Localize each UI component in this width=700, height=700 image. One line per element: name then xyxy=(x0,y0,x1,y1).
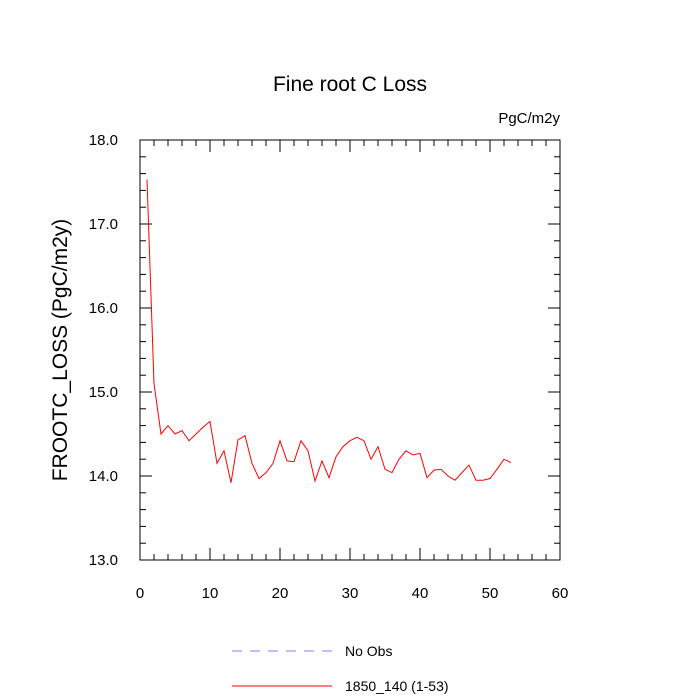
x-tick-label: 60 xyxy=(552,585,569,602)
y-tick-label: 17.0 xyxy=(89,216,118,233)
series-line xyxy=(146,179,512,483)
y-tick-label: 14.0 xyxy=(89,468,118,485)
series-layer xyxy=(146,179,512,483)
x-tick-label: 20 xyxy=(272,585,289,602)
x-axis-ticks: 0 10 20 30 40 50 60 xyxy=(136,140,569,602)
y-axis-label: FROOTC_LOSS (PgC/m2y) xyxy=(49,219,72,482)
y-axis-ticks: 13.0 14.0 15.0 16.0 17.0 18.0 xyxy=(89,132,560,569)
y-tick-label: 15.0 xyxy=(89,384,118,401)
x-tick-label: 30 xyxy=(342,585,359,602)
plot-frame xyxy=(139,139,561,561)
x-tick-label: 50 xyxy=(482,585,499,602)
y-tick-label: 16.0 xyxy=(89,300,118,317)
x-tick-label: 10 xyxy=(202,585,219,602)
chart-title: Fine root C Loss xyxy=(273,73,427,96)
x-tick-label: 0 xyxy=(136,585,144,602)
y-tick-label: 18.0 xyxy=(89,132,118,149)
x-tick-label: 40 xyxy=(412,585,429,602)
legend: No Obs 1850_140 (1-53) xyxy=(232,643,449,694)
legend-label: 1850_140 (1-53) xyxy=(345,678,449,694)
y-tick-label: 13.0 xyxy=(89,552,118,569)
units-label: PgC/m2y xyxy=(498,110,560,127)
legend-label: No Obs xyxy=(345,643,392,659)
